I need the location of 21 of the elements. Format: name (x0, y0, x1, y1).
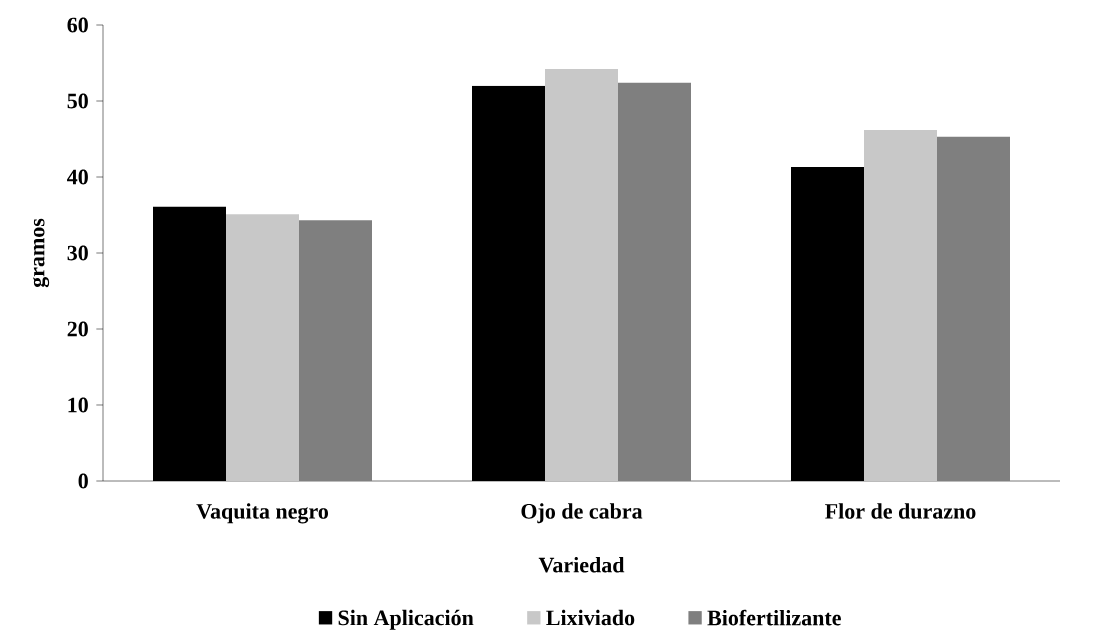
bar (226, 214, 299, 481)
y-tick-label: 0 (78, 473, 88, 489)
bar (618, 82, 691, 481)
x-tick-label: Ojo de cabra (521, 503, 643, 524)
y-tick-label: 50 (67, 93, 88, 109)
y-tick-label: 20 (67, 321, 88, 337)
bar (937, 136, 1010, 481)
y-tick-label: 10 (68, 397, 88, 413)
x-tick-label: Flor de durazno (825, 503, 976, 519)
y-tick-label: 60 (67, 17, 88, 33)
y-tick-label: 40 (67, 169, 88, 185)
legend-label: Sin Aplicación (338, 609, 474, 630)
legend-label: Biofertilizante (707, 609, 841, 626)
y-axis-title: gramos (32, 218, 50, 288)
y-tick-label: 30 (67, 245, 88, 261)
x-axis-title: Variedad (538, 556, 625, 573)
bar (864, 129, 937, 481)
x-tick-label: Vaquita negro (196, 503, 328, 524)
bar (545, 69, 618, 481)
bar (299, 220, 372, 481)
legend-label: Lixiviado (546, 609, 635, 626)
